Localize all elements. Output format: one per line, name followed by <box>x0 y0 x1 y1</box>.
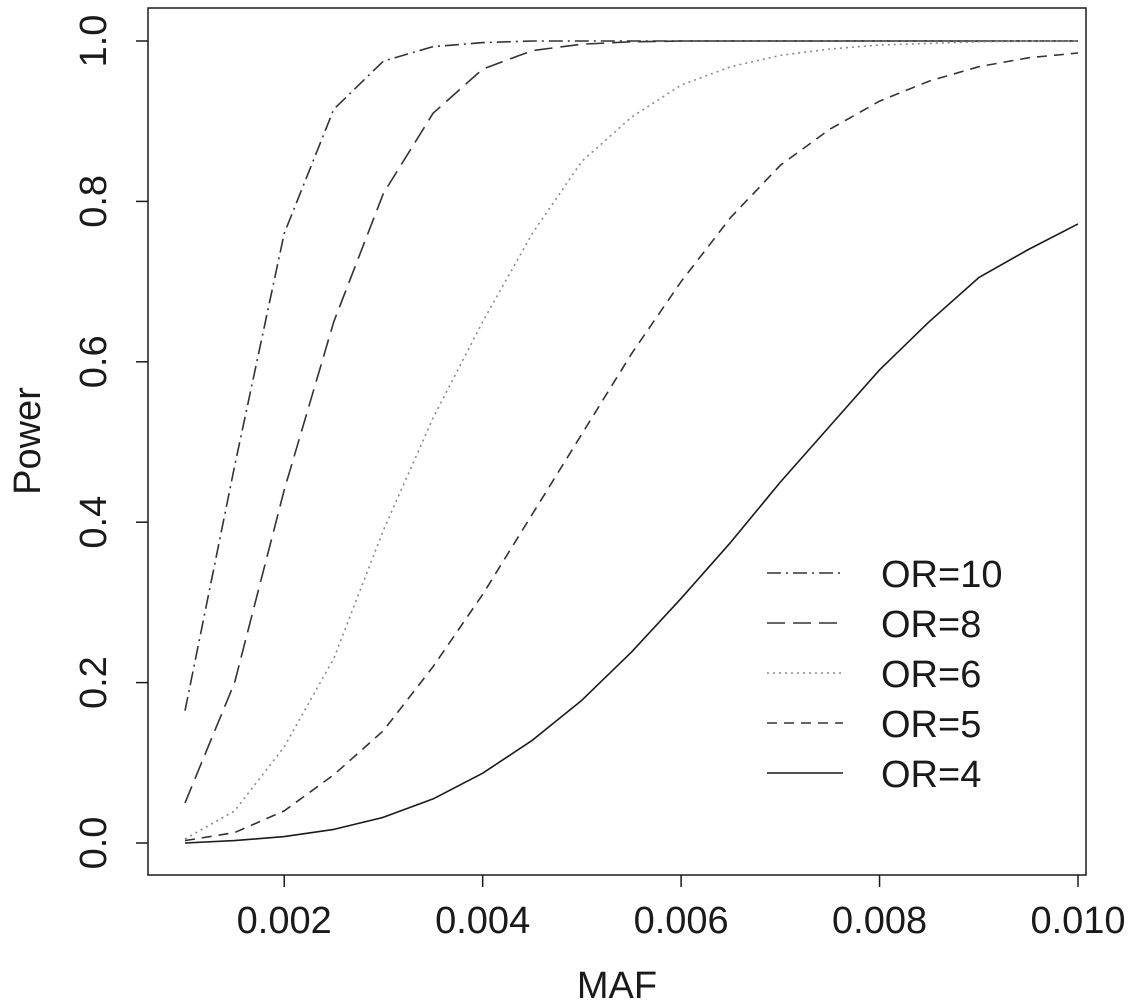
y-tick-label: 0.0 <box>73 817 115 870</box>
x-tick-label: 0.002 <box>237 900 332 942</box>
series-line-or-10 <box>184 40 1078 711</box>
y-tick-label: 0.8 <box>73 175 115 228</box>
legend-label: OR=6 <box>881 654 981 696</box>
legend-label: OR=4 <box>881 754 981 796</box>
legend-label: OR=5 <box>881 704 981 746</box>
y-tick-label: 0.4 <box>73 496 115 549</box>
legend-label: OR=8 <box>881 604 981 646</box>
x-tick-label: 0.010 <box>1030 900 1125 942</box>
series-line-or-4 <box>184 223 1079 844</box>
y-axis-title: Power <box>7 387 49 495</box>
x-axis-title: MAF <box>577 965 657 1006</box>
y-tick-label: 0.2 <box>73 656 115 709</box>
plot-frame <box>147 7 1087 876</box>
x-tick-label: 0.004 <box>435 900 530 942</box>
series-line-or-8 <box>184 40 1078 804</box>
y-tick-label: 0.6 <box>73 335 115 388</box>
x-tick-label: 0.008 <box>832 900 927 942</box>
series-line-or-5 <box>184 52 1079 842</box>
y-tick-label: 1.0 <box>73 15 115 68</box>
legend-label: OR=10 <box>881 554 1002 596</box>
x-tick-label: 0.006 <box>634 900 729 942</box>
